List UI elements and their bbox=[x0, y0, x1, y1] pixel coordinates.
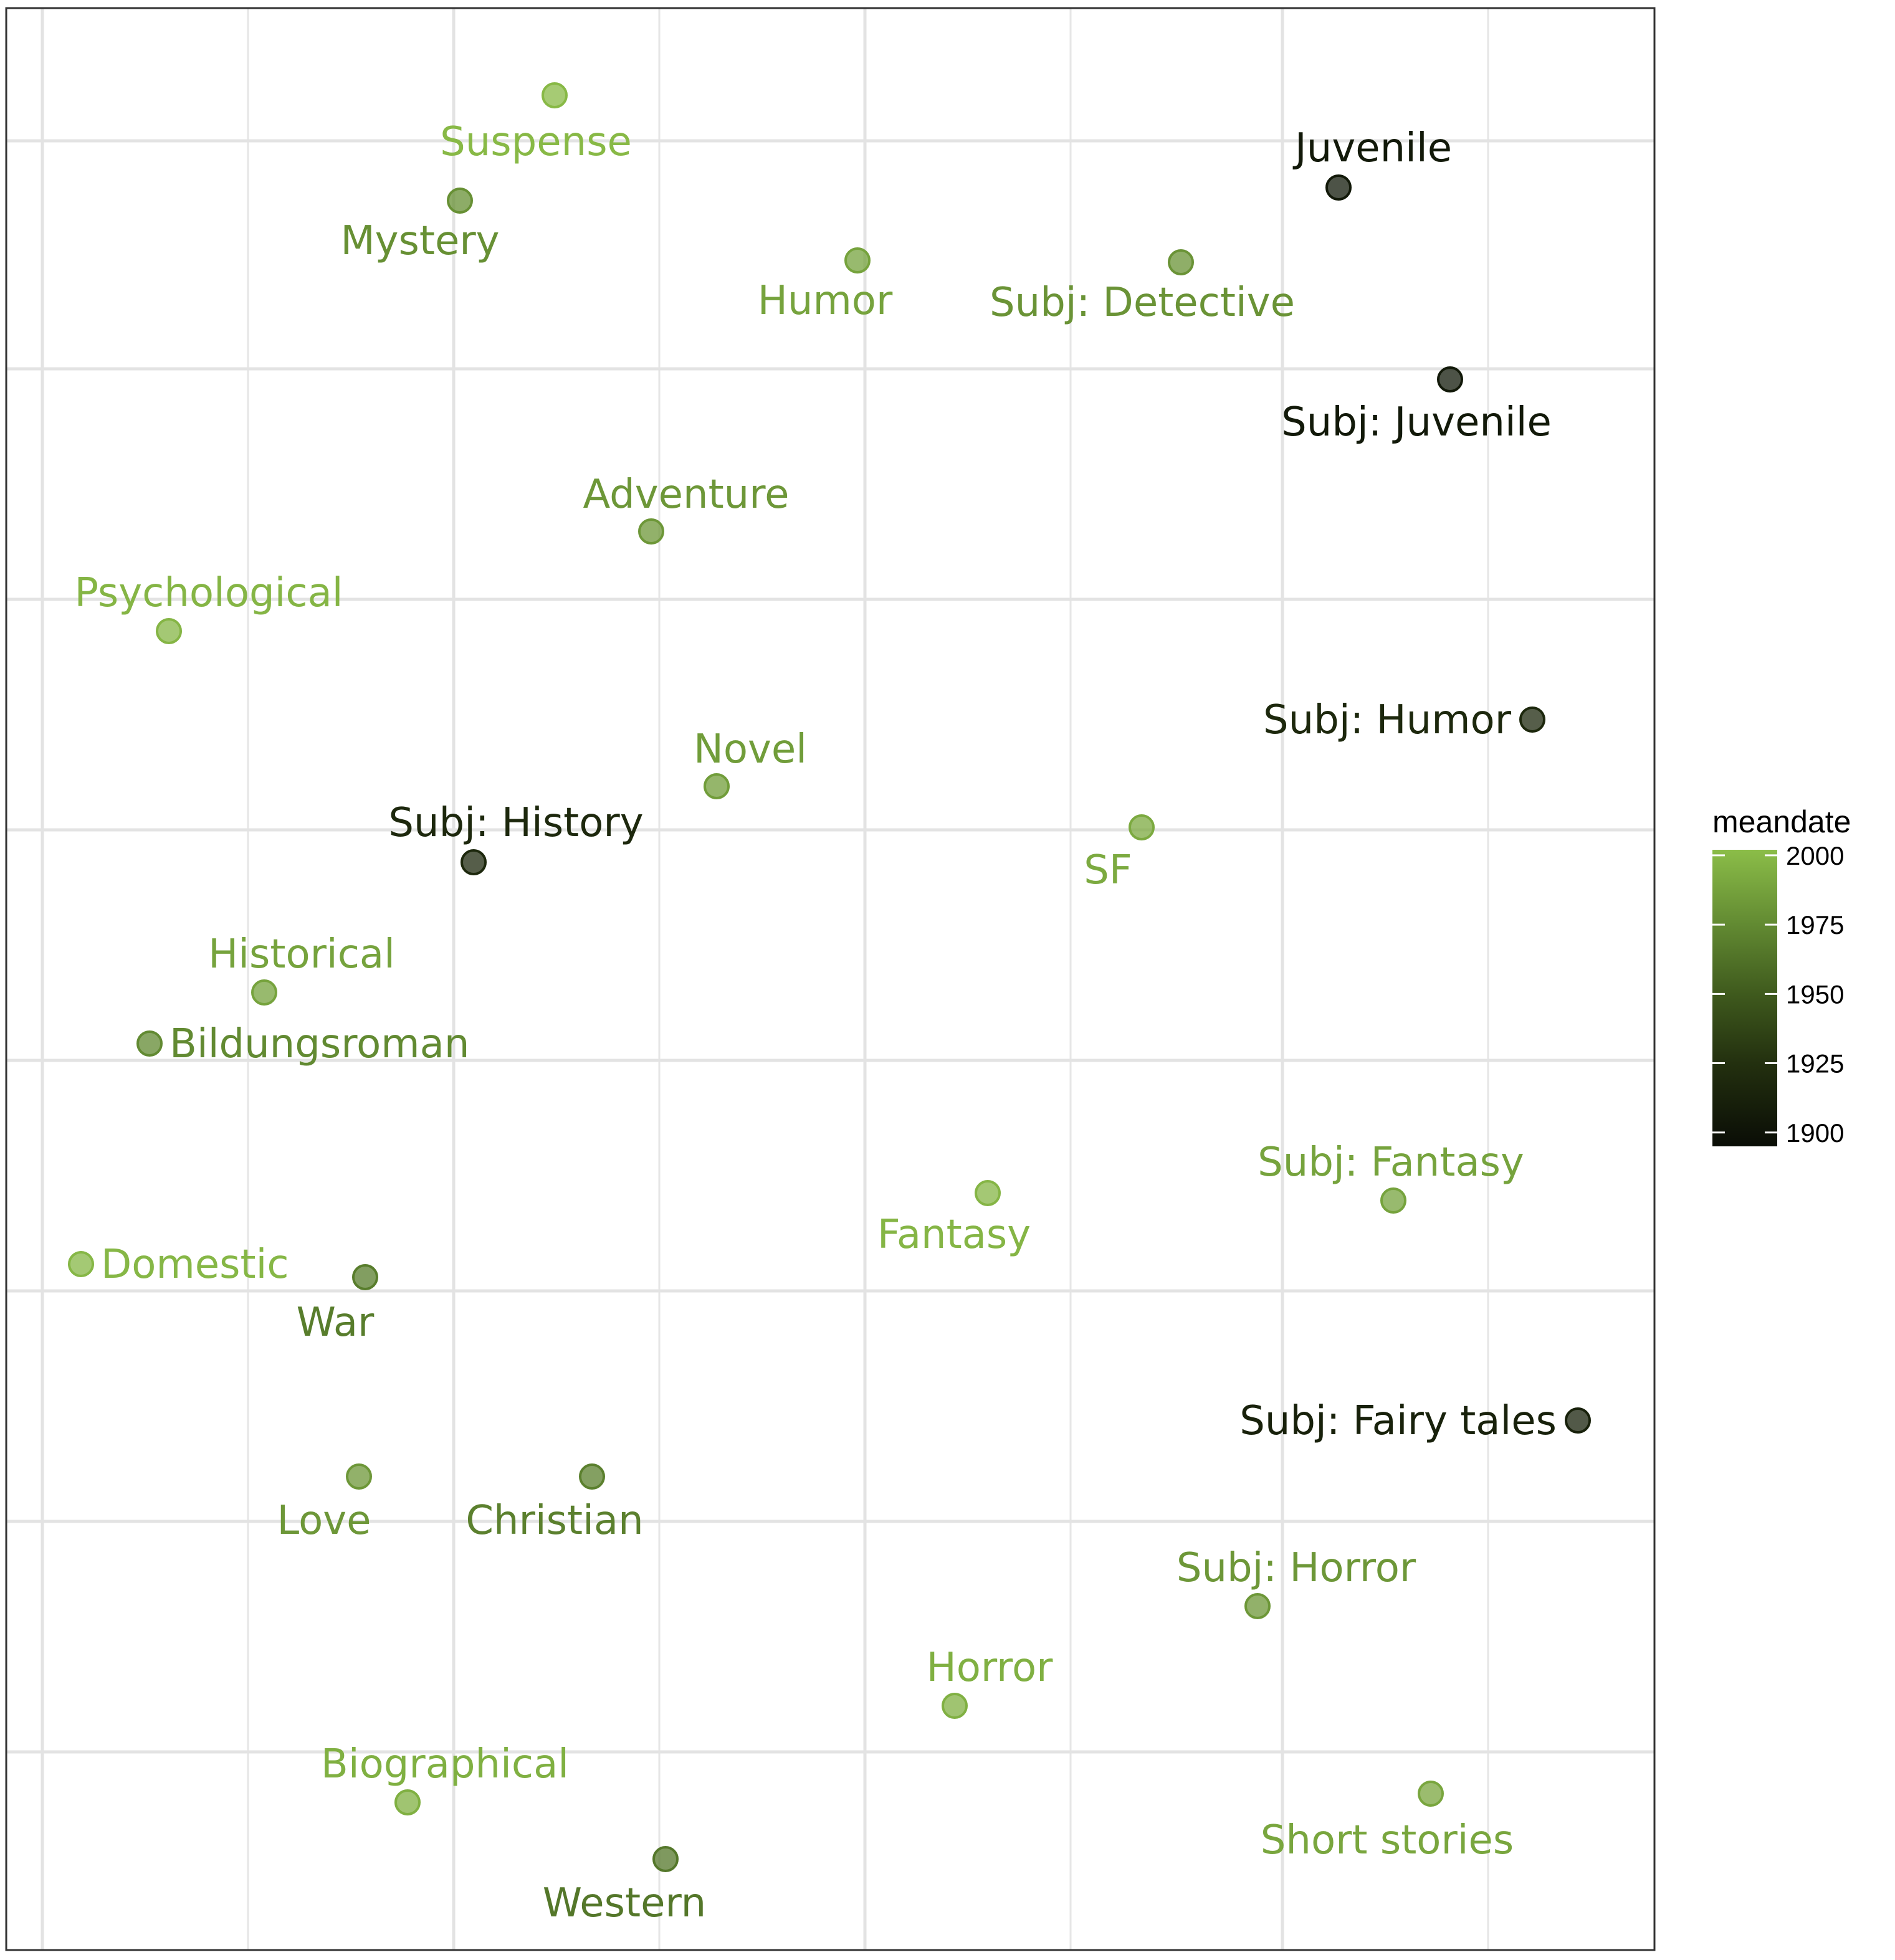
data-point bbox=[579, 1463, 605, 1490]
point-label: Christian bbox=[465, 1498, 643, 1544]
colorbar-ticks: 2000 1975 1950 1925 1900 bbox=[1712, 841, 1844, 1148]
data-point bbox=[251, 979, 277, 1006]
point-label: Novel bbox=[694, 726, 807, 773]
data-point bbox=[352, 1264, 378, 1290]
data-point bbox=[68, 1251, 94, 1277]
point-label: Psychological bbox=[74, 570, 343, 616]
color-legend: meandate 2000 1975 1950 1925 1900 bbox=[1712, 804, 1851, 1148]
data-point bbox=[844, 247, 871, 274]
colorbar-tick-label: 1925 bbox=[1786, 1049, 1844, 1078]
point-label: Subj: Humor bbox=[1263, 697, 1512, 743]
data-point bbox=[156, 618, 182, 644]
colorbar bbox=[1712, 850, 1777, 1146]
data-point bbox=[136, 1030, 163, 1057]
data-point bbox=[1519, 706, 1545, 733]
point-label: Mystery bbox=[340, 218, 499, 264]
data-point bbox=[461, 849, 487, 875]
data-point bbox=[638, 518, 664, 545]
data-point bbox=[346, 1463, 372, 1490]
data-point bbox=[1380, 1187, 1406, 1214]
data-point bbox=[975, 1180, 1001, 1206]
point-label: Subj: Fairy tales bbox=[1239, 1398, 1557, 1444]
data-point bbox=[704, 773, 730, 799]
data-point bbox=[652, 1846, 679, 1872]
point-label: Historical bbox=[208, 931, 395, 978]
grid-lines bbox=[6, 8, 1654, 1950]
point-label: Adventure bbox=[583, 472, 789, 518]
point-label: Suspense bbox=[440, 119, 632, 165]
point-label: Subj: Fantasy bbox=[1258, 1139, 1524, 1186]
data-points bbox=[68, 82, 1591, 1872]
data-point bbox=[542, 82, 568, 108]
plot-panel-border bbox=[5, 7, 1656, 1951]
point-label: Subj: Horror bbox=[1177, 1545, 1416, 1591]
point-label: Subj: Detective bbox=[990, 280, 1295, 326]
data-point bbox=[447, 188, 473, 214]
colorbar-tick-label: 1950 bbox=[1786, 979, 1844, 1009]
data-point bbox=[1325, 174, 1352, 201]
point-label: Horror bbox=[927, 1645, 1054, 1691]
point-label: SF bbox=[1084, 847, 1132, 893]
data-point bbox=[1437, 366, 1463, 392]
point-label: Short stories bbox=[1261, 1817, 1514, 1863]
point-label: Love bbox=[277, 1498, 371, 1544]
point-label: Fantasy bbox=[877, 1212, 1031, 1258]
point-label: Biographical bbox=[321, 1741, 569, 1787]
data-point bbox=[1565, 1407, 1591, 1434]
plot-panel-background bbox=[6, 8, 1654, 1950]
point-labels: Suspense Mystery Juvenile Humor Subj: Detect… bbox=[74, 119, 1557, 1926]
point-label: Bildungsroman bbox=[169, 1021, 469, 1067]
point-label: War bbox=[297, 1300, 375, 1346]
data-point bbox=[394, 1789, 421, 1815]
point-label: Subj: Juvenile bbox=[1281, 399, 1552, 445]
point-label: Western bbox=[543, 1880, 706, 1926]
colorbar-tick-label: 1975 bbox=[1786, 910, 1844, 940]
data-point bbox=[942, 1693, 968, 1719]
point-label: Domestic bbox=[101, 1242, 289, 1288]
legend-title: meandate bbox=[1712, 804, 1851, 839]
colorbar-tick-label: 1900 bbox=[1786, 1118, 1844, 1148]
data-point bbox=[1168, 249, 1194, 275]
data-point bbox=[1244, 1593, 1271, 1619]
point-label: Juvenile bbox=[1292, 125, 1452, 171]
point-label: Humor bbox=[758, 278, 893, 324]
data-point bbox=[1129, 814, 1155, 840]
point-label: Subj: History bbox=[388, 800, 643, 846]
colorbar-tick-label: 2000 bbox=[1786, 841, 1844, 870]
data-point bbox=[1418, 1781, 1444, 1807]
